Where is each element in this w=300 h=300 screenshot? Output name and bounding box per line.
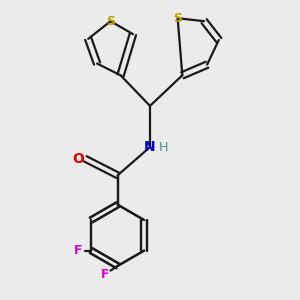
Text: F: F [100, 268, 109, 281]
Text: N: N [144, 140, 156, 154]
Text: S: S [106, 15, 115, 28]
Text: O: O [72, 152, 84, 166]
Text: S: S [173, 12, 182, 25]
Text: F: F [74, 244, 82, 257]
Text: H: H [159, 141, 168, 154]
